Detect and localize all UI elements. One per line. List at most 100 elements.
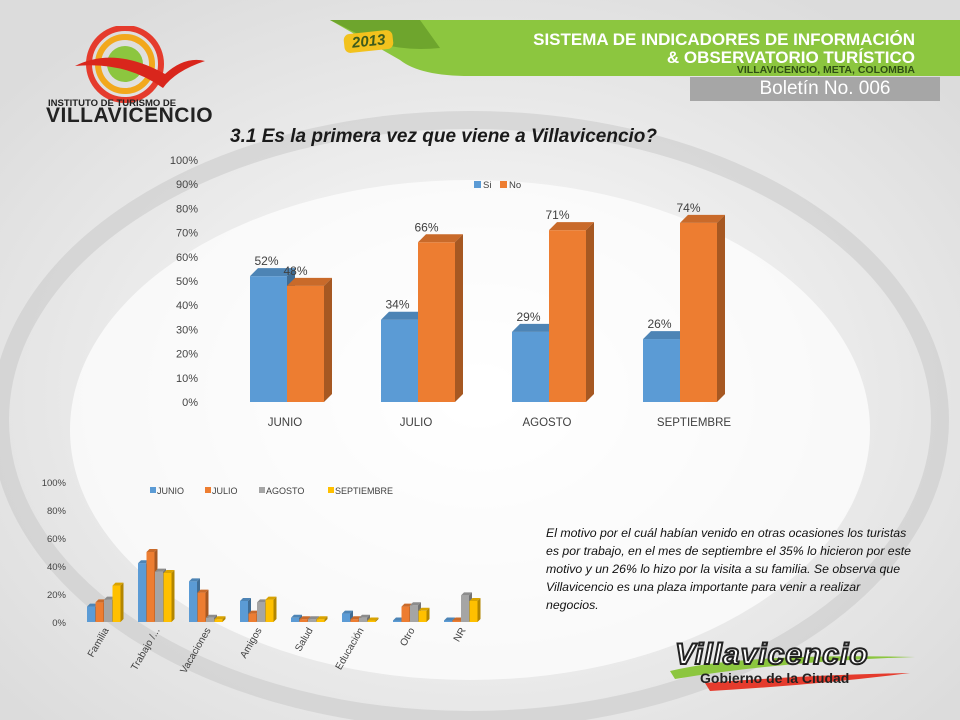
bar-agosto-5-top bbox=[359, 614, 370, 618]
bar-junio-1-front bbox=[138, 563, 146, 622]
bar-septiembre-0 bbox=[112, 582, 124, 622]
location-text: VILLAVICENCIO, META, COLOMBIA bbox=[736, 64, 915, 76]
bar-julio-1-top bbox=[146, 549, 158, 552]
institute-line1: INSTITUTO DE TURISMO DE bbox=[48, 98, 177, 109]
legend-label-septiembre: SEPTIEMBRE bbox=[335, 486, 393, 496]
x-category-label: JUNIO bbox=[268, 417, 303, 429]
bar-agosto-4-top bbox=[308, 616, 319, 620]
bar-septiembre-4 bbox=[316, 616, 328, 622]
legend-label-julio: JULIO bbox=[212, 486, 238, 496]
bar-agosto-7-front bbox=[461, 595, 469, 622]
bar-no-septiembre-front bbox=[680, 222, 717, 402]
bar-septiembre-2-front bbox=[214, 619, 223, 622]
bar-si-julio-front bbox=[381, 319, 418, 402]
bar-septiembre-3 bbox=[265, 596, 277, 622]
bar-julio-5-front bbox=[350, 619, 359, 622]
bar-si-septiembre-front bbox=[643, 339, 680, 402]
bar-si-junio-front bbox=[250, 276, 287, 402]
data-label: 52% bbox=[254, 254, 278, 268]
bar-no-julio-side bbox=[455, 234, 463, 402]
bar-septiembre-5-top bbox=[367, 617, 379, 621]
bar-julio-6-top bbox=[401, 603, 413, 607]
bar-septiembre-1-side bbox=[171, 570, 175, 622]
bar-julio-7-top bbox=[452, 617, 464, 621]
bar-si-julio-top bbox=[381, 311, 426, 320]
x-category-label: Vacaciones bbox=[179, 626, 214, 676]
bar-junio-6-front bbox=[393, 620, 401, 622]
x-category-label: Trabajo /... bbox=[129, 626, 162, 673]
bar-agosto-6-front bbox=[410, 605, 418, 622]
bar-julio-5-top bbox=[350, 616, 362, 620]
bar-julio-4-front bbox=[299, 619, 308, 622]
y-tick-label: 50% bbox=[176, 276, 198, 288]
bar-septiembre-2-top bbox=[214, 616, 226, 620]
y-tick-label: 0% bbox=[52, 618, 66, 629]
bar-septiembre-3-side bbox=[273, 596, 277, 622]
x-category-label: JULIO bbox=[400, 417, 433, 429]
page-title: 3.1 Es la primera vez que viene a Villav… bbox=[230, 126, 658, 147]
bulletin-number: Boletín No. 006 bbox=[690, 77, 940, 101]
bar-junio-7-front bbox=[444, 620, 452, 622]
bar-si-agosto-top bbox=[512, 323, 557, 332]
bar-junio-5-front bbox=[342, 613, 350, 622]
chart-visit-reasons: 0% 20% 40% 60% 80% 100% Familia Trabajo /... Vac… bbox=[42, 478, 481, 676]
legend-label-si: Si bbox=[483, 180, 491, 191]
legend-swatch-agosto bbox=[259, 487, 265, 493]
y-tick-label: 80% bbox=[47, 506, 67, 517]
bar-septiembre-7-top bbox=[469, 598, 481, 601]
bar-no-julio bbox=[418, 234, 463, 402]
bar-si-junio-top bbox=[250, 268, 295, 277]
data-label: 48% bbox=[283, 264, 307, 278]
bar-agosto-3-front bbox=[257, 602, 265, 622]
bar-julio-0-front bbox=[95, 602, 104, 622]
system-line2: & OBSERVATORIO TURÍSTICO bbox=[666, 48, 915, 67]
bar-septiembre-6 bbox=[418, 607, 430, 622]
data-label: 71% bbox=[545, 208, 569, 222]
bar-julio-4-top bbox=[299, 616, 311, 620]
x-category-label: SEPTIEMBRE bbox=[657, 417, 731, 429]
y-tick-label: 0% bbox=[182, 397, 198, 409]
bar-no-julio-top bbox=[418, 234, 463, 243]
y-tick-label: 10% bbox=[176, 373, 198, 385]
bar-junio-5-top bbox=[342, 610, 353, 614]
y-tick-label: 30% bbox=[176, 324, 198, 336]
bar-septiembre-5-side bbox=[375, 617, 379, 622]
bar-agosto-4-front bbox=[308, 619, 316, 622]
bar-agosto-0-front bbox=[104, 599, 112, 622]
bar-septiembre-4-side bbox=[324, 616, 328, 622]
bar-septiembre-2-side bbox=[222, 616, 226, 622]
chart-first-visit: 0% 10% 20% 30% 40% 50% 60% 70% 80% 90% 100% 52% 48% J… bbox=[170, 155, 732, 429]
y-tick-label: 90% bbox=[176, 179, 198, 191]
bar-septiembre-7-side bbox=[477, 598, 481, 622]
y-tick-label: 100% bbox=[170, 155, 198, 167]
bar-septiembre-7-front bbox=[469, 601, 478, 622]
bar-no-agosto bbox=[549, 222, 594, 402]
bar-septiembre-0-top bbox=[112, 582, 124, 586]
bar-septiembre-1-top bbox=[163, 570, 175, 573]
bar-no-junio-top bbox=[287, 277, 332, 286]
bar-junio-7-top bbox=[444, 617, 455, 621]
x-category-label: Educación bbox=[334, 626, 367, 672]
bar-julio-2-front bbox=[197, 592, 206, 622]
city-logo-tagline: Gobierno de la Ciudad bbox=[700, 670, 850, 686]
bar-agosto-2-top bbox=[206, 614, 217, 618]
bar-junio-1-top bbox=[138, 560, 149, 564]
x-category-label: Amigos bbox=[238, 626, 264, 660]
bar-no-junio bbox=[287, 277, 332, 402]
y-tick-label: 20% bbox=[47, 590, 67, 601]
institute-line2: VILLAVICENCIO bbox=[46, 104, 214, 127]
system-line1: SISTEMA DE INDICADORES DE INFORMACIÓN bbox=[533, 30, 915, 49]
bar-septiembre-6-side bbox=[426, 607, 430, 622]
bar-si-agosto-front bbox=[512, 331, 549, 402]
bar-julio-1-front bbox=[146, 552, 155, 622]
bar-no-agosto-side bbox=[586, 222, 594, 402]
y-tick-label: 60% bbox=[176, 252, 198, 264]
bar-no-agosto-top bbox=[549, 222, 594, 231]
bar-septiembre-3-top bbox=[265, 596, 277, 600]
y-tick-label: 80% bbox=[176, 203, 198, 215]
data-label: 26% bbox=[647, 317, 671, 331]
data-label: 66% bbox=[414, 220, 438, 234]
bar-septiembre-4-top bbox=[316, 616, 328, 620]
bar-agosto-1-front bbox=[155, 571, 163, 622]
bar-septiembre-1-front bbox=[163, 573, 172, 622]
